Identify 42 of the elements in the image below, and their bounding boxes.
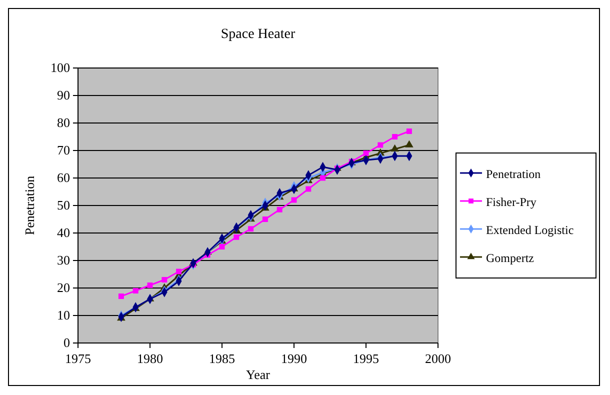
y-tick-label: 30 [57, 252, 70, 268]
y-tick-label: 60 [57, 170, 70, 185]
legend-label: Gompertz [486, 251, 534, 265]
point [176, 268, 182, 274]
y-tick-label: 10 [57, 308, 70, 322]
point [132, 288, 138, 294]
y-axis-title: Penetration [22, 175, 37, 236]
point [219, 244, 225, 250]
y-tick-label: 90 [57, 88, 70, 102]
y-tick-label: 20 [57, 280, 70, 295]
point [306, 186, 312, 192]
point [392, 134, 398, 140]
point [162, 277, 168, 282]
point [234, 234, 240, 240]
x-tick-label: 1990 [281, 351, 307, 366]
y-tick-label: 80 [57, 115, 70, 130]
point [276, 206, 282, 212]
x-tick-label: 2000 [425, 351, 451, 366]
y-tick-label: 40 [57, 225, 70, 240]
x-tick-label: 1980 [137, 351, 163, 366]
point [147, 282, 153, 288]
point [378, 142, 384, 148]
x-tick-label: 1975 [65, 351, 91, 366]
x-tick-label: 1985 [209, 351, 235, 366]
point [320, 175, 326, 181]
point [406, 128, 412, 134]
y-tick-label: 70 [57, 142, 70, 158]
point [118, 294, 124, 299]
y-tick-label: 0 [64, 335, 70, 350]
legend-label: Fisher-Pry [486, 195, 536, 209]
x-tick-label: 1995 [353, 351, 379, 366]
legend-label: Penetration [486, 167, 541, 181]
point [262, 216, 268, 222]
point [363, 150, 369, 156]
point [405, 140, 414, 148]
y-tick-label: 100 [50, 60, 70, 75]
point [390, 144, 399, 152]
point [248, 226, 254, 232]
x-axis-title: Year [246, 367, 271, 382]
chart-title: Space Heater [220, 27, 296, 42]
legend-label: Extended Logistic [486, 223, 574, 237]
y-tick-label: 50 [57, 198, 70, 212]
